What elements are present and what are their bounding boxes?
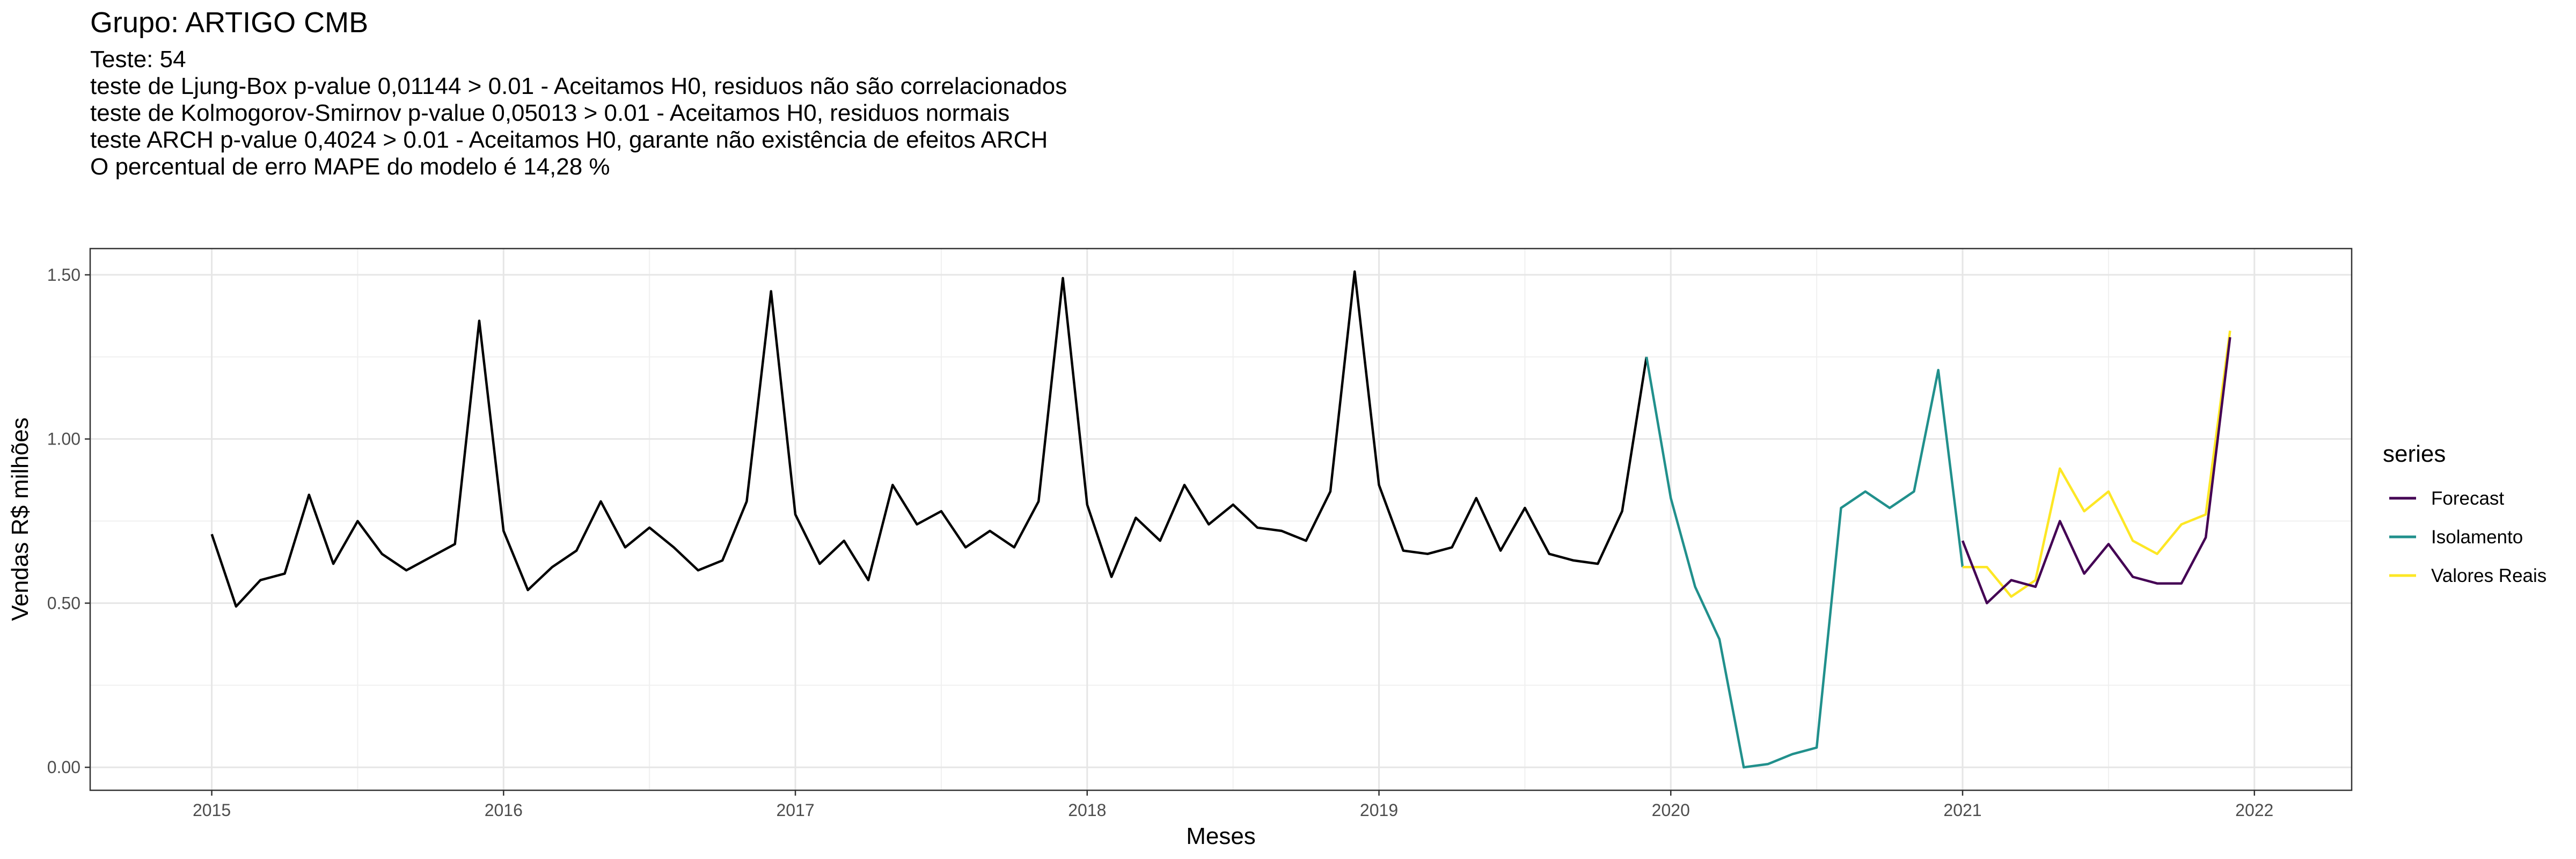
y-axis: 0.00 0.50 1.00 1.50	[47, 265, 90, 777]
subtitle-line: teste ARCH p-value 0,4024 > 0.01 - Aceit…	[90, 127, 1048, 153]
series-line-forecast	[1961, 337, 2231, 605]
legend-label: Valores Reais	[2431, 565, 2546, 586]
y-tick-label: 1.50	[47, 265, 80, 285]
x-tick-label: 2020	[1652, 800, 1690, 820]
title-block: Grupo: ARTIGO CMB Teste: 54 teste de Lju…	[90, 5, 1067, 180]
subtitle-line: O percentual de erro MAPE do modelo é 14…	[90, 154, 610, 180]
series-lines	[210, 270, 2231, 769]
subtitle-line: teste de Ljung-Box p-value 0,01144 > 0.0…	[90, 73, 1067, 99]
x-tick-label: 2015	[193, 800, 231, 820]
x-tick-label: 2016	[485, 800, 523, 820]
subtitle-block: Teste: 54 teste de Ljung-Box p-value 0,0…	[90, 46, 1067, 180]
subtitle-line: Teste: 54	[90, 46, 186, 72]
x-tick-label: 2017	[776, 800, 814, 820]
y-tick-label: 1.00	[47, 430, 80, 449]
y-axis-title: Vendas R$ milhões	[7, 417, 33, 621]
series-line-valores-reais	[1963, 330, 2231, 598]
y-tick-label: 0.50	[47, 593, 80, 613]
series-line-historical	[210, 270, 1648, 608]
x-tick-label: 2022	[2235, 800, 2273, 820]
series-line-isolamento	[1645, 356, 1964, 769]
legend-title: series	[2383, 441, 2446, 467]
x-tick-label: 2018	[1068, 800, 1106, 820]
grid-lines	[90, 249, 2352, 790]
plot-border	[89, 247, 2353, 791]
plot-panel	[90, 249, 2352, 790]
x-axis-title: Meses	[1186, 823, 1256, 849]
legend-label: Forecast	[2431, 488, 2504, 509]
legend-items: Forecast Isolamento Valores Reais	[2389, 488, 2546, 586]
x-axis: 2015 2016 2017 2018 2019 2020 2021 2022	[193, 790, 2273, 820]
x-tick-label: 2021	[1943, 800, 1981, 820]
x-tick-label: 2019	[1360, 800, 1398, 820]
legend-label: Isolamento	[2431, 527, 2523, 548]
legend: series Forecast Isolamento Valores Reais	[2383, 441, 2546, 586]
chart-title: Grupo: ARTIGO CMB	[90, 6, 369, 39]
subtitle-line: teste de Kolmogorov-Smirnov p-value 0,05…	[90, 100, 1010, 126]
y-tick-label: 0.00	[47, 758, 80, 777]
